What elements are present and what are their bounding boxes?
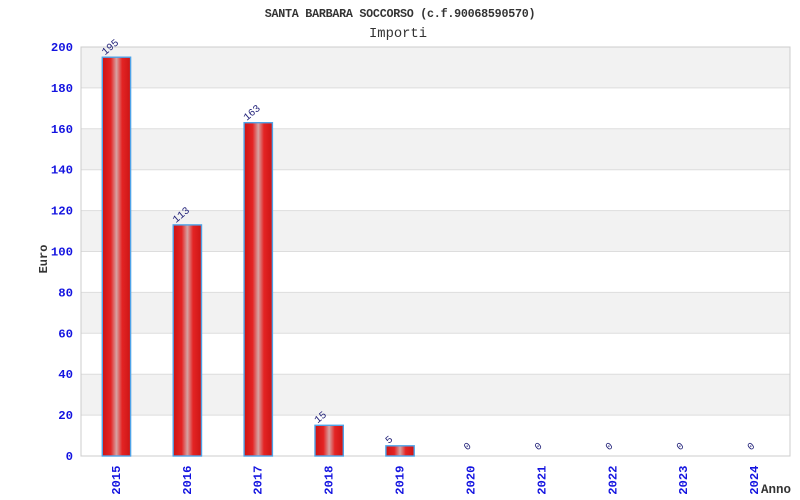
svg-text:2023: 2023 — [677, 466, 691, 495]
svg-text:Euro: Euro — [37, 245, 51, 274]
svg-text:40: 40 — [58, 368, 73, 382]
svg-text:140: 140 — [51, 164, 73, 178]
svg-text:2017: 2017 — [252, 466, 266, 495]
svg-text:60: 60 — [58, 327, 73, 341]
svg-text:0: 0 — [66, 450, 73, 464]
svg-text:120: 120 — [51, 205, 73, 219]
svg-text:Importi: Importi — [369, 26, 427, 42]
svg-text:2022: 2022 — [606, 466, 620, 495]
svg-text:SANTA BARBARA SOCCORSO (c.f.90: SANTA BARBARA SOCCORSO (c.f.90068590570) — [265, 7, 536, 21]
svg-text:Anno: Anno — [761, 483, 791, 497]
svg-text:200: 200 — [51, 41, 73, 55]
svg-text:80: 80 — [58, 286, 73, 300]
svg-text:2016: 2016 — [181, 466, 195, 495]
svg-text:100: 100 — [51, 246, 73, 260]
svg-text:2018: 2018 — [323, 466, 337, 495]
svg-text:2021: 2021 — [535, 466, 549, 495]
svg-text:2015: 2015 — [110, 466, 124, 495]
svg-text:2019: 2019 — [394, 466, 408, 495]
svg-text:20: 20 — [58, 409, 73, 423]
svg-text:180: 180 — [51, 82, 73, 96]
svg-text:2024: 2024 — [748, 466, 762, 495]
svg-text:2020: 2020 — [465, 466, 479, 495]
svg-text:160: 160 — [51, 123, 73, 137]
